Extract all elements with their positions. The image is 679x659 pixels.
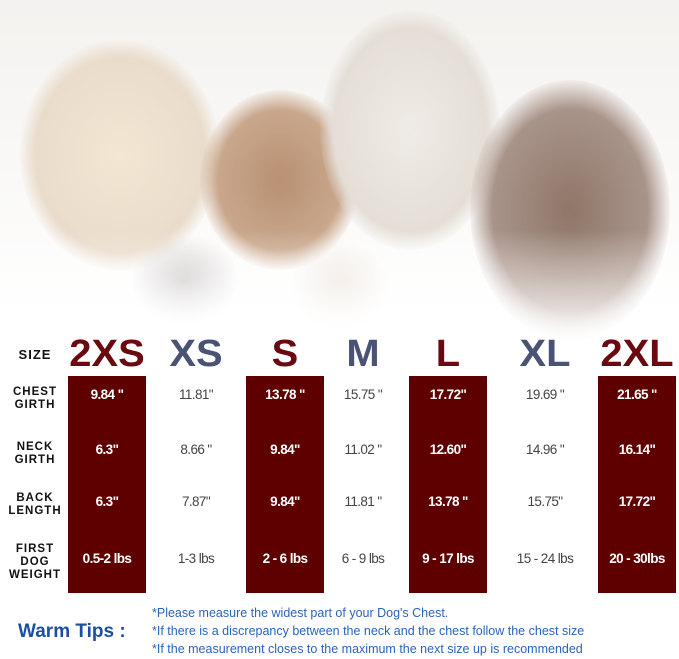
size-heading-2xl: 2XL (600, 333, 674, 375)
dogs-photo (0, 0, 679, 340)
table-cell: 2 - 6 lbs (262, 551, 308, 566)
table-cell: 20 - 30lbs (609, 551, 665, 566)
table-cell: 1-3 lbs (177, 551, 215, 566)
tip-line: *If there is a discrepancy between the n… (152, 624, 585, 638)
size-heading-m: M (346, 333, 380, 375)
highlight-column-s (246, 376, 324, 593)
size-heading-xs: XS (169, 333, 223, 375)
highlight-column-l (409, 376, 487, 593)
table-cell: 16.14" (618, 442, 656, 457)
table-cell: 0.5-2 lbs (82, 551, 132, 566)
warm-tips-title: Warm Tips : (18, 621, 126, 642)
table-cell: 6.3" (95, 442, 119, 457)
size-heading-s: S (271, 333, 299, 375)
highlight-column-2xl (598, 376, 676, 593)
table-cell: 11.81 " (344, 494, 382, 509)
table-cell: 19.69 " (525, 387, 565, 402)
table-cell: 11.02 " (344, 442, 382, 457)
table-cell: 8.66 " (180, 442, 212, 457)
size-label: SIZE (18, 347, 52, 362)
row-label-back-length: BACK LENGTH (8, 492, 62, 517)
table-cell: 15.75 " (343, 387, 383, 402)
tip-line: *Please measure the widest part of your … (152, 606, 449, 620)
table-cell: 9.84" (270, 494, 300, 509)
highlight-column-2xs (68, 376, 146, 593)
table-cell: 17.72" (618, 494, 656, 509)
row-label-dog-weight: FIRST DOG WEIGHT (9, 543, 61, 581)
table-cell: 15 - 24 lbs (516, 551, 574, 566)
row-label-chest-girth: CHEST GIRTH (13, 386, 57, 411)
table-cell: 12.60" (429, 442, 467, 457)
table-cell: 17.72" (429, 387, 467, 402)
size-heading-l: L (435, 333, 461, 375)
table-cell: 6.3" (95, 494, 119, 509)
table-cell: 13.78 " (428, 494, 468, 509)
table-cell: 9.84" (270, 442, 300, 457)
table-cell: 15.75" (527, 494, 564, 509)
size-heading-xl: XL (519, 333, 571, 375)
table-cell: 9.84 " (90, 387, 124, 402)
row-label-neck-girth: NECK GIRTH (14, 441, 56, 466)
table-cell: 14.96 " (525, 442, 565, 457)
table-cell: 21.65 " (617, 387, 657, 402)
table-cell: 6 - 9 lbs (341, 551, 385, 566)
size-heading-2xs: 2XS (69, 333, 145, 375)
table-cell: 13.78 " (265, 387, 305, 402)
tip-line: *If the measurement closes to the maximu… (152, 642, 583, 656)
table-cell: 9 - 17 lbs (422, 551, 474, 566)
table-cell: 7.87" (181, 494, 211, 509)
table-cell: 11.81" (179, 387, 214, 402)
